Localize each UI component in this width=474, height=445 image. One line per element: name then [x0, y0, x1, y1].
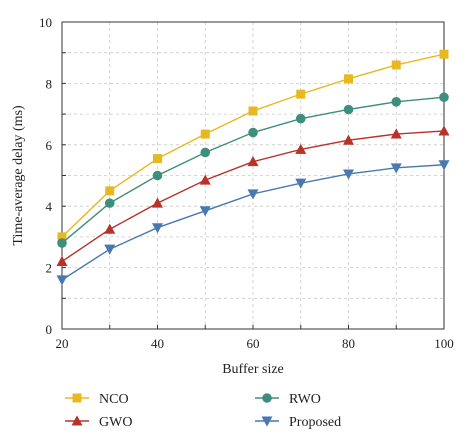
x-axis-label: Buffer size: [222, 362, 284, 377]
data-point-rwo: [152, 170, 163, 181]
data-point-nco: [343, 74, 353, 84]
data-point-rwo: [57, 238, 67, 248]
data-point-gwo: [199, 174, 211, 185]
data-point-proposed: [199, 206, 211, 217]
series-proposed: [56, 160, 450, 286]
legend: NCO RWO GWO Proposed: [65, 392, 341, 430]
data-point-nco: [200, 129, 210, 139]
legend-label-rwo: RWO: [289, 392, 321, 407]
series-gwo: [56, 125, 450, 266]
legend-label-proposed: Proposed: [289, 415, 341, 430]
series-nco: [57, 49, 449, 242]
data-point-nco: [248, 106, 258, 116]
data-point-proposed: [56, 275, 68, 286]
y-tick-label: 2: [46, 261, 53, 276]
legend-label-gwo: GWO: [99, 415, 132, 430]
data-point-gwo: [56, 255, 68, 266]
data-point-proposed: [104, 244, 116, 255]
data-point-gwo: [247, 156, 259, 167]
data-point-proposed: [295, 178, 307, 189]
series-layer: [56, 49, 450, 286]
legend-marker-nco: [72, 393, 82, 403]
data-point-rwo: [439, 92, 449, 103]
legend-item-nco: NCO: [65, 392, 129, 407]
data-point-rwo: [104, 198, 115, 208]
data-point-proposed: [438, 160, 450, 171]
series-rwo: [57, 92, 449, 248]
data-point-nco: [153, 154, 163, 164]
y-tick-label: 4: [46, 199, 53, 214]
data-point-gwo: [295, 143, 307, 154]
y-tick-label: 8: [46, 76, 53, 91]
data-point-gwo: [342, 134, 355, 145]
legend-marker-proposed: [261, 416, 273, 427]
data-point-gwo: [151, 197, 164, 208]
legend-item-proposed: Proposed: [255, 415, 341, 430]
x-tick-label: 80: [342, 336, 355, 351]
data-point-gwo: [104, 223, 116, 234]
data-point-rwo: [295, 113, 306, 124]
legend-item-rwo: RWO: [255, 392, 321, 407]
y-tick-label: 6: [46, 138, 53, 153]
data-point-proposed: [390, 163, 402, 174]
y-axis-label: Time-average delay (ms): [11, 105, 26, 246]
axis-ticks: 20 40 60 80 100 0 2 4 6 8 10: [39, 15, 454, 351]
x-tick-label: 100: [434, 336, 454, 351]
legend-item-gwo: GWO: [65, 415, 132, 430]
data-point-rwo: [391, 97, 402, 107]
x-tick-label: 20: [56, 336, 69, 351]
x-tick-label: 60: [247, 336, 260, 351]
data-point-gwo: [438, 125, 450, 136]
legend-label-nco: NCO: [99, 392, 129, 407]
data-point-rwo: [343, 104, 354, 115]
data-point-proposed: [151, 223, 164, 234]
data-point-rwo: [248, 127, 258, 138]
data-point-proposed: [342, 169, 355, 180]
data-point-nco: [391, 60, 401, 70]
data-point-nco: [439, 49, 449, 59]
data-point-gwo: [390, 128, 402, 139]
y-tick-label: 0: [46, 322, 53, 337]
data-point-proposed: [247, 189, 259, 200]
legend-marker-gwo: [71, 415, 83, 426]
data-point-nco: [296, 89, 306, 99]
data-point-rwo: [200, 147, 211, 158]
x-tick-label: 40: [151, 336, 164, 351]
y-tick-label: 10: [39, 15, 52, 30]
grid-lines: [62, 22, 444, 329]
legend-marker-rwo: [262, 393, 272, 403]
data-point-nco: [105, 186, 115, 196]
